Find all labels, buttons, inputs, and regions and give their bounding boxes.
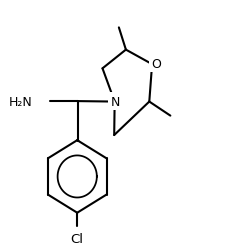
Text: Cl: Cl <box>71 232 84 245</box>
Text: N: N <box>110 95 120 108</box>
Text: H₂N: H₂N <box>9 95 33 108</box>
Text: O: O <box>151 58 161 71</box>
